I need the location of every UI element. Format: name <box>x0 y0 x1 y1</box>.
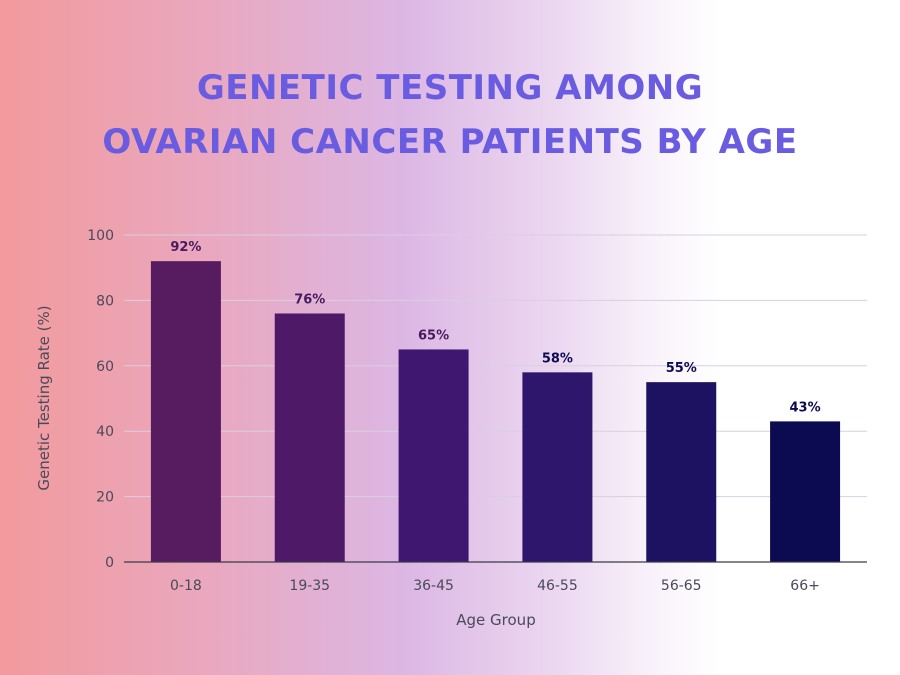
data-label: 65% <box>418 328 449 343</box>
chart-title-line-1: GENETIC TESTING AMONG <box>196 68 704 108</box>
x-tick-label: 56-65 <box>661 578 702 594</box>
data-label: 43% <box>790 400 821 415</box>
data-label: 58% <box>542 351 573 366</box>
x-tick-labels: 0-18 19-35 36-45 46-55 56-65 66+ <box>170 578 820 594</box>
x-axis-title: Age Group <box>456 611 535 629</box>
data-label: 92% <box>170 240 201 255</box>
y-tick-label: 60 <box>96 359 114 375</box>
data-label: 55% <box>666 361 697 376</box>
y-axis-title: Genetic Testing Rate (%) <box>35 305 53 490</box>
y-tick-labels: 0 20 40 60 80 100 <box>87 228 114 571</box>
bar-36-45 <box>398 349 469 562</box>
grid-lines <box>124 234 867 498</box>
x-tick-label: 19-35 <box>289 578 330 594</box>
y-tick-label: 40 <box>96 424 114 440</box>
y-tick-label: 20 <box>96 490 114 506</box>
x-tick-label: 66+ <box>790 578 820 594</box>
x-tick-label: 0-18 <box>170 578 202 594</box>
bar-19-35 <box>274 313 345 562</box>
y-tick-label: 80 <box>96 293 114 309</box>
y-tick-label: 0 <box>105 555 114 571</box>
bar-66+ <box>770 421 841 562</box>
data-labels: 92% 76% 65% 58% 55% 43% <box>170 240 820 415</box>
y-tick-label: 100 <box>87 228 114 244</box>
bar-46-55 <box>522 372 593 562</box>
bars <box>150 261 841 562</box>
x-tick-label: 46-55 <box>537 578 578 594</box>
x-tick-label: 36-45 <box>413 578 454 594</box>
data-label: 76% <box>294 292 325 307</box>
bar-56-65 <box>646 382 717 562</box>
chart-title-line-2: OVARIAN CANCER PATIENTS BY AGE <box>102 122 798 162</box>
bar-0-18 <box>150 261 221 562</box>
